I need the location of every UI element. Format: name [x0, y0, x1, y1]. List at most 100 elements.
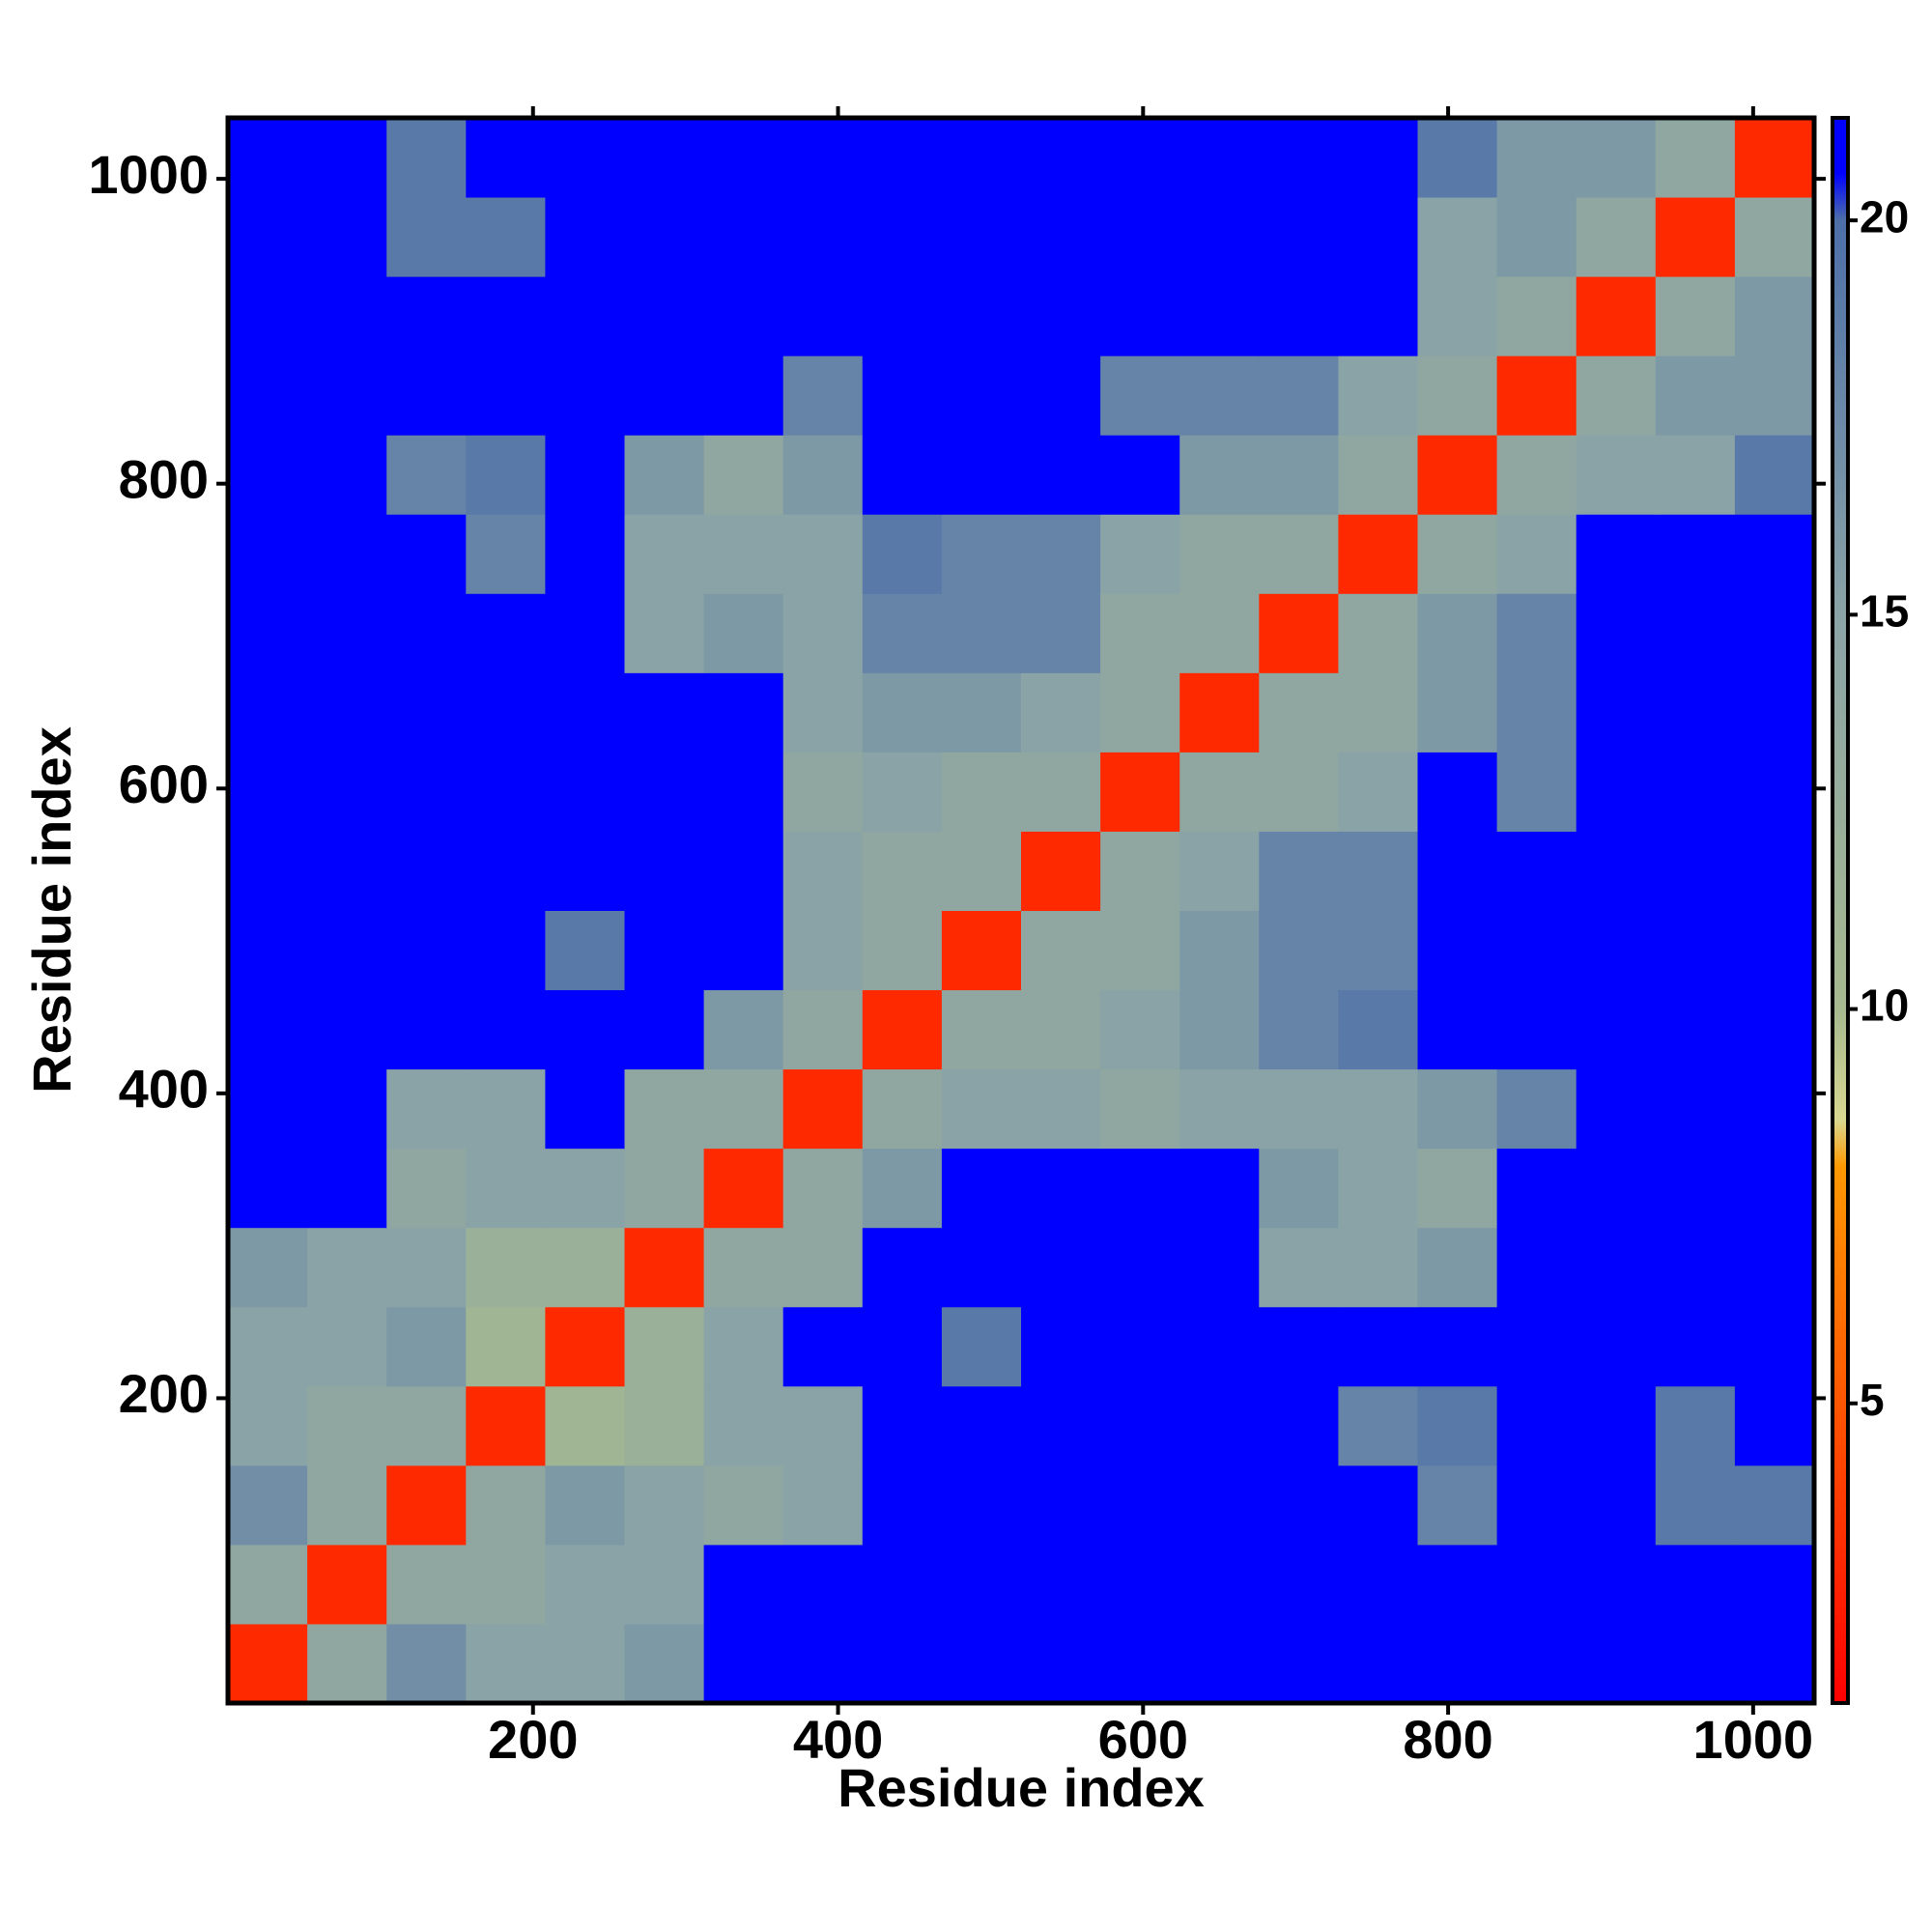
heatmap-cell — [1021, 1623, 1101, 1704]
heatmap-cell — [1576, 910, 1657, 991]
heatmap-cell — [545, 1306, 625, 1387]
heatmap-cell — [466, 435, 546, 515]
heatmap-cell — [1417, 1623, 1498, 1704]
heatmap-cell — [1496, 118, 1577, 198]
heatmap-cell — [1576, 1148, 1657, 1229]
heatmap-cell — [1417, 1068, 1498, 1150]
heatmap-cell — [307, 1623, 387, 1704]
heatmap-cell — [545, 355, 625, 436]
heatmap-cell — [307, 1068, 387, 1150]
heatmap-cell — [228, 1464, 308, 1546]
heatmap-cell — [545, 593, 625, 673]
heatmap-cell — [307, 197, 387, 277]
heatmap-cell — [1179, 355, 1260, 436]
heatmap-cell — [1338, 593, 1418, 673]
heatmap-cell — [386, 989, 467, 1070]
heatmap-cell — [1576, 1464, 1657, 1546]
heatmap-cell — [782, 910, 864, 991]
heatmap-cell — [624, 197, 705, 277]
heatmap-cell — [1496, 514, 1577, 594]
heatmap-cell — [624, 989, 705, 1070]
heatmap-cell — [1100, 989, 1180, 1070]
heatmap-cell — [1417, 672, 1498, 753]
heatmap-cell — [1576, 1544, 1657, 1625]
heatmap-cell — [307, 831, 387, 911]
heatmap-cell — [1259, 276, 1339, 356]
heatmap-cell — [228, 197, 308, 277]
heatmap-cell — [1338, 276, 1418, 356]
x-tick-label: 800 — [1403, 1709, 1492, 1770]
heatmap-cell — [466, 1385, 546, 1466]
heatmap-cell — [624, 1227, 705, 1308]
heatmap-cell — [386, 276, 467, 356]
heatmap-cell — [1179, 276, 1260, 356]
heatmap-cell — [386, 1385, 467, 1466]
heatmap-cell — [782, 989, 864, 1070]
heatmap-cell — [1496, 1544, 1577, 1625]
heatmap-cell — [545, 831, 625, 911]
heatmap-cell — [1576, 355, 1657, 436]
heatmap-cell — [1100, 355, 1180, 436]
heatmap-cell — [1259, 1227, 1339, 1308]
heatmap-cell — [703, 514, 784, 594]
heatmap-cell — [386, 1068, 467, 1150]
heatmap-cell — [1021, 1385, 1101, 1466]
heatmap-cell — [545, 118, 625, 198]
heatmap-cell — [1338, 1544, 1418, 1625]
heatmap-cell — [1734, 989, 1815, 1070]
heatmap-cell — [386, 1544, 467, 1625]
heatmap-cell — [1655, 355, 1736, 436]
heatmap-cell — [703, 1544, 784, 1625]
heatmap-cell — [1021, 1148, 1101, 1229]
heatmap-cell — [862, 1623, 943, 1704]
heatmap-cell — [1417, 276, 1498, 356]
heatmap-cell — [1338, 989, 1418, 1070]
heatmap-cell — [1179, 989, 1260, 1070]
heatmap-cell — [941, 1306, 1022, 1387]
heatmap-cell — [1655, 1068, 1736, 1150]
heatmap-cell — [1179, 1623, 1260, 1704]
heatmap-cell — [228, 831, 308, 911]
heatmap-cell — [1259, 1148, 1339, 1229]
heatmap-cell — [1655, 197, 1736, 277]
heatmap-cell — [1655, 1385, 1736, 1466]
heatmap-cell — [1100, 1544, 1180, 1625]
heatmap-cell — [307, 435, 387, 515]
heatmap-cell — [1259, 989, 1339, 1070]
heatmap-cell — [228, 355, 308, 436]
x-tick-label: 400 — [793, 1709, 883, 1770]
heatmap-cell — [386, 514, 467, 594]
heatmap-cell — [703, 672, 784, 753]
heatmap-cell — [1179, 1227, 1260, 1308]
heatmap-cell — [1259, 118, 1339, 198]
heatmap-cell — [1259, 831, 1339, 911]
heatmap-cell — [228, 752, 308, 832]
heatmap-cell — [624, 355, 705, 436]
heatmap-cell — [386, 831, 467, 911]
heatmap-cell — [307, 989, 387, 1070]
heatmap-cell — [1100, 514, 1180, 594]
heatmap-cell — [307, 1227, 387, 1308]
heatmap-cell — [703, 910, 784, 991]
heatmap-cell — [1496, 1464, 1577, 1546]
heatmap-cell — [1100, 1148, 1180, 1229]
heatmap-cell — [307, 514, 387, 594]
heatmap-cell — [1100, 197, 1180, 277]
heatmap-cell — [624, 672, 705, 753]
heatmap-cell — [1100, 1623, 1180, 1704]
heatmap-cell — [1576, 672, 1657, 753]
heatmap-cell — [624, 910, 705, 991]
heatmap-cell — [466, 910, 546, 991]
heatmap-cell — [1576, 989, 1657, 1070]
heatmap-cell — [466, 989, 546, 1070]
heatmap-cell — [782, 831, 864, 911]
heatmap-cell — [228, 593, 308, 673]
heatmap-cell — [1655, 1623, 1736, 1704]
heatmap-cell — [545, 1148, 625, 1229]
heatmap-cell — [1496, 435, 1577, 515]
heatmap-cell — [1496, 672, 1577, 753]
heatmap-cell — [624, 118, 705, 198]
heatmap-cell — [1496, 276, 1577, 356]
heatmap-cell — [386, 435, 467, 515]
heatmap-cell — [1417, 831, 1498, 911]
